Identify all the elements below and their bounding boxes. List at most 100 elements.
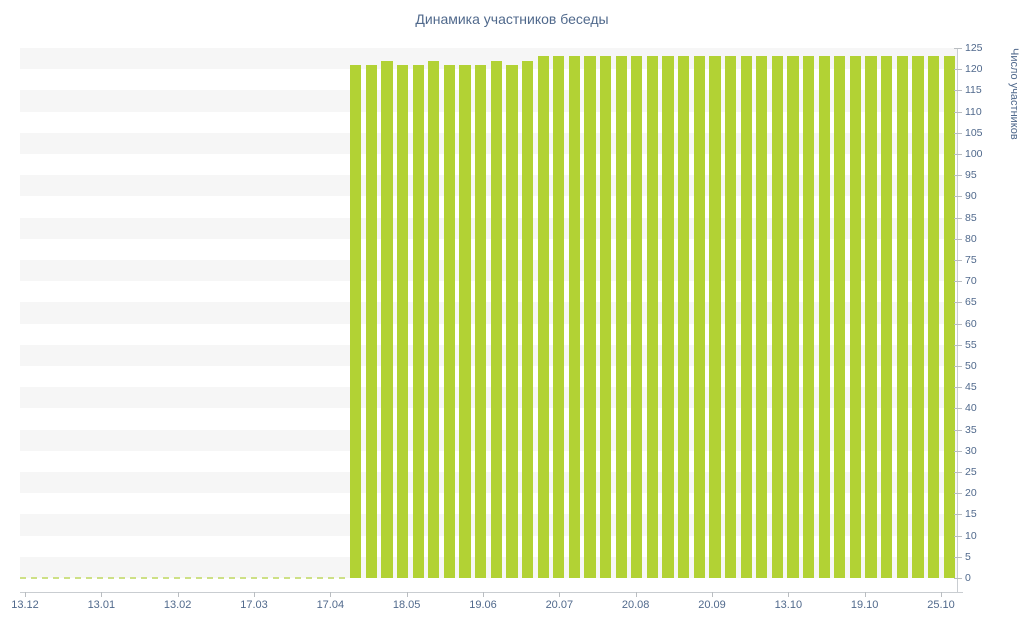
- x-tick-label: 20.08: [621, 599, 650, 611]
- x-tick: [101, 592, 103, 597]
- y-tick: [954, 281, 962, 283]
- grid-band: [20, 238, 957, 260]
- y-tick: [954, 429, 962, 431]
- bar: [927, 56, 940, 578]
- bar: [709, 56, 721, 578]
- x-tick-label: 17.03: [240, 599, 268, 611]
- y-tick-label: 40: [965, 402, 977, 415]
- y-tick: [954, 514, 962, 516]
- y-tick-label: 15: [965, 508, 977, 521]
- y-tick-label: 35: [965, 423, 977, 436]
- plot-area: [20, 48, 957, 579]
- y-tick-label: 50: [965, 360, 977, 372]
- grid-band: [20, 493, 957, 515]
- bar: [365, 64, 377, 578]
- x-tick: [635, 592, 637, 597]
- grid-band: [20, 472, 957, 494]
- grid-band: [20, 196, 957, 218]
- x-tick-label: 18.05: [392, 599, 421, 611]
- y-axis-line: [957, 48, 958, 592]
- y-tick-label: 45: [965, 381, 977, 394]
- x-tick: [177, 592, 179, 597]
- y-tick: [954, 260, 962, 261]
- y-tick-label: 120: [965, 63, 983, 76]
- y-tick-label: 85: [965, 211, 977, 224]
- y-tick: [954, 408, 962, 410]
- bar: [834, 56, 846, 578]
- y-tick-label: 10: [965, 529, 977, 542]
- x-tick: [406, 592, 408, 597]
- y-tick: [954, 578, 962, 579]
- x-tick-label: 20.07: [545, 599, 574, 611]
- grid-band: [20, 387, 957, 409]
- grid-band: [20, 344, 957, 366]
- bar: [584, 56, 596, 578]
- y-tick: [954, 387, 962, 389]
- bar: [771, 56, 784, 578]
- grid-band: [20, 514, 957, 536]
- bar: [600, 56, 612, 578]
- bar: [568, 56, 580, 578]
- y-tick: [954, 302, 962, 304]
- bar: [521, 60, 534, 578]
- x-tick: [25, 592, 26, 597]
- bar: [553, 56, 565, 578]
- bar: [865, 56, 877, 578]
- y-tick: [954, 90, 962, 92]
- y-tick-label: 5: [965, 550, 971, 563]
- y-tick: [954, 450, 962, 452]
- grid-band: [20, 556, 957, 578]
- grid-band: [20, 217, 957, 239]
- y-tick-label: 65: [965, 296, 977, 309]
- bar: [849, 56, 862, 578]
- bar: [678, 56, 690, 578]
- bar: [506, 64, 518, 578]
- grid-band: [20, 69, 957, 91]
- x-tick: [330, 592, 332, 597]
- y-tick: [954, 535, 962, 537]
- y-tick-label: 90: [965, 190, 977, 203]
- bar: [724, 56, 737, 578]
- bar: [615, 56, 627, 578]
- bar: [740, 56, 752, 578]
- y-tick: [954, 111, 962, 113]
- x-tick: [864, 592, 866, 597]
- bar: [490, 60, 502, 578]
- grid-band: [20, 429, 957, 451]
- x-tick: [941, 592, 942, 597]
- y-tick-label: 75: [965, 254, 977, 266]
- grid-band: [20, 175, 957, 197]
- x-tick-label: 13.02: [163, 599, 192, 611]
- y-tick: [954, 556, 962, 558]
- plot-region: 0 5 10 15 20 25 30 35 40 45 50 55 60 65 70 75 80 85 90 95 10…: [11, 42, 982, 611]
- grid-band: [20, 154, 957, 176]
- y-tick: [954, 344, 962, 346]
- y-tick-label: 110: [965, 105, 982, 118]
- x-tick-label: 25.10: [927, 599, 955, 611]
- bar: [475, 64, 487, 578]
- grid-band: [20, 48, 957, 70]
- bar: [662, 56, 674, 578]
- x-tick-label: 13.01: [87, 599, 116, 611]
- y-tick: [954, 366, 962, 367]
- y-tick: [954, 196, 962, 198]
- bar: [428, 60, 440, 578]
- bar: [381, 60, 393, 578]
- bar: [896, 56, 908, 578]
- x-tick: [559, 592, 561, 597]
- y-tick-label: 100: [965, 148, 983, 160]
- grid-band: [20, 281, 957, 303]
- x-tick: [712, 592, 713, 597]
- grid-band: [20, 408, 957, 430]
- y-tick-label: 105: [965, 126, 983, 139]
- y-tick: [954, 154, 962, 155]
- bar: [881, 56, 893, 578]
- y-tick-label: 20: [965, 487, 977, 500]
- grid-band: [20, 90, 957, 112]
- x-axis-line: [20, 592, 963, 593]
- chart-title: Динамика участников беседы: [415, 11, 609, 27]
- y-tick: [954, 69, 962, 71]
- y-tick-label: 80: [965, 232, 977, 245]
- grid-band: [20, 323, 957, 345]
